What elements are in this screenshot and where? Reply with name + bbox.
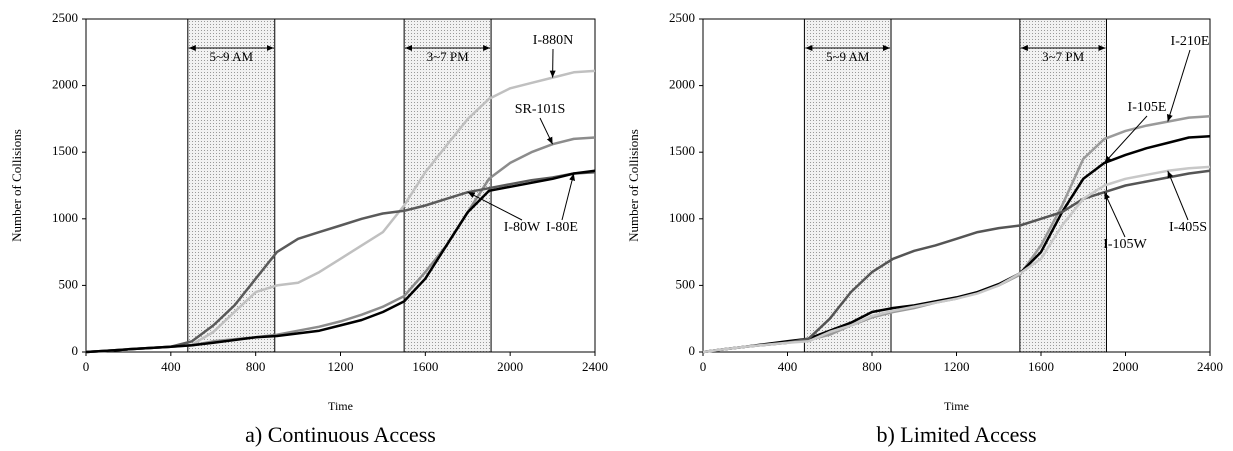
y-axis-label: Number of Collisions: [9, 129, 24, 242]
series-label: I-405S: [1169, 220, 1207, 235]
caption: b) Limited Access: [876, 422, 1036, 447]
y-tick-label: 2500: [52, 10, 78, 25]
series-label: I-80W: [504, 220, 541, 235]
x-axis-label: Time: [328, 399, 353, 413]
y-axis-label: Number of Collisions: [626, 129, 641, 242]
series-label: I-105W: [1103, 237, 1147, 252]
series-label: I-880N: [533, 33, 573, 48]
x-tick-label: 2000: [497, 359, 523, 374]
x-tick-label: 400: [161, 359, 181, 374]
label-arrow: [561, 173, 575, 221]
y-tick-label: 1000: [52, 210, 78, 225]
series-label: SR-101S: [515, 102, 566, 117]
y-tick-label: 2500: [669, 10, 695, 25]
x-tick-label: 800: [246, 359, 266, 374]
region-label: 3~7 PM: [427, 49, 470, 64]
x-tick-label: 400: [778, 359, 798, 374]
series-line: [85, 136, 596, 354]
caption: a) Continuous Access: [245, 422, 436, 447]
label-arrow: [539, 117, 554, 145]
x-tick-label: 2400: [582, 359, 608, 374]
x-tick-label: 0: [83, 359, 90, 374]
y-tick-label: 1000: [669, 210, 695, 225]
series-label: I-105E: [1128, 100, 1167, 115]
label-arrow: [1167, 170, 1189, 221]
x-axis-label: Time: [944, 399, 969, 413]
x-tick-label: 800: [862, 359, 882, 374]
series-line: [702, 169, 1211, 354]
y-tick-label: 0: [72, 343, 79, 358]
series-line: [702, 165, 1211, 354]
series-label: I-210E: [1171, 34, 1210, 49]
plot-frame: [702, 18, 1211, 353]
series-label: I-80E: [546, 220, 578, 235]
region-label: 5~9 AM: [210, 49, 254, 64]
x-tick-label: 1600: [1028, 359, 1054, 374]
y-tick-label: 2000: [669, 77, 695, 92]
y-tick-label: 500: [676, 276, 696, 291]
shaded-region: [403, 18, 492, 353]
label-arrow: [1103, 191, 1126, 238]
shaded-region: [803, 18, 892, 353]
shaded-region: [1019, 18, 1107, 353]
y-tick-label: 1500: [52, 143, 78, 158]
series-line: [85, 169, 596, 354]
region-label: 3~7 PM: [1042, 49, 1085, 64]
shaded-region: [187, 18, 276, 353]
series-line: [702, 134, 1211, 354]
label-arrow: [1166, 49, 1191, 122]
y-tick-label: 500: [59, 276, 79, 291]
x-tick-label: 1200: [328, 359, 354, 374]
y-tick-label: 0: [689, 343, 696, 358]
label-arrow: [1104, 115, 1148, 164]
y-tick-label: 2000: [52, 77, 78, 92]
y-tick-label: 1500: [669, 143, 695, 158]
x-tick-label: 2400: [1197, 359, 1223, 374]
region-label: 5~9 AM: [826, 49, 870, 64]
x-tick-label: 1600: [412, 359, 438, 374]
x-tick-label: 1200: [944, 359, 970, 374]
label-arrow: [467, 191, 523, 221]
x-tick-label: 2000: [1113, 359, 1139, 374]
x-tick-label: 0: [700, 359, 707, 374]
